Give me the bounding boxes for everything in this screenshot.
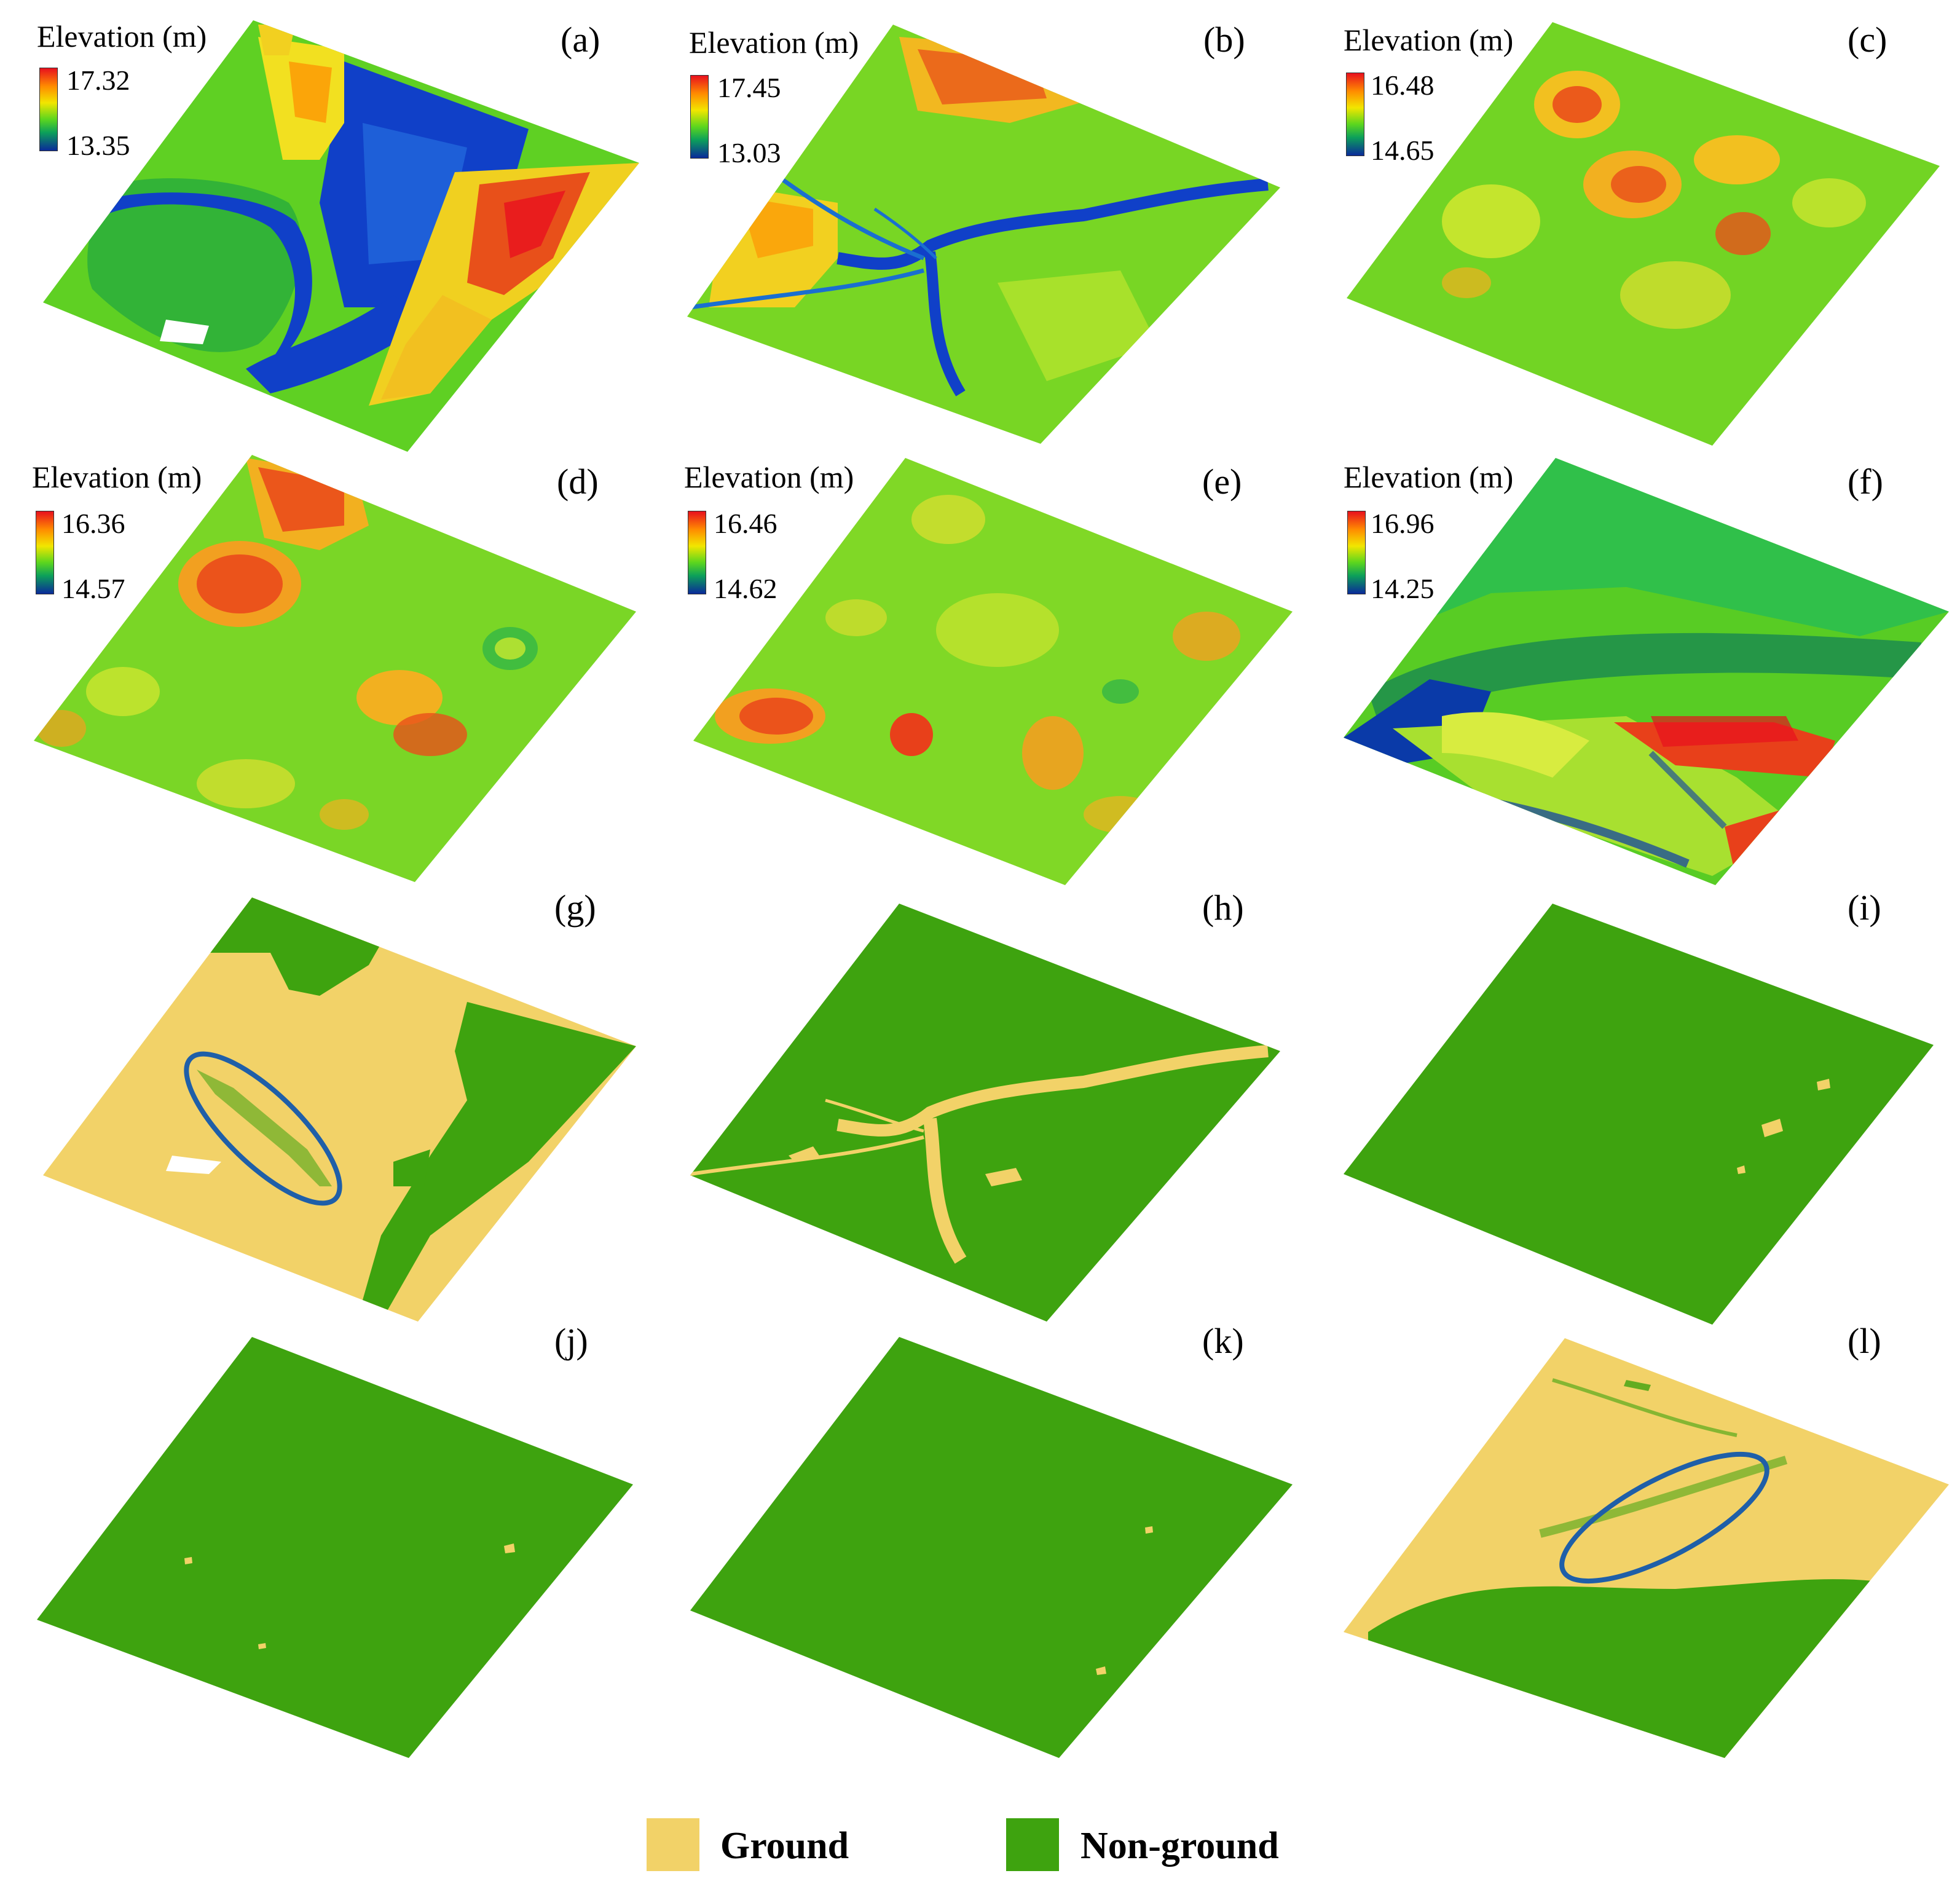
elevation-title: Elevation (m): [32, 460, 202, 494]
elevation-min-label: 14.62: [714, 573, 777, 604]
classification-map-l: [1344, 1338, 1949, 1758]
panel-label: (d): [557, 462, 599, 502]
elevation-colorbar: [688, 511, 706, 594]
panel-l: (l): [1307, 1300, 1960, 1758]
panel-f: Elevation (m) 16.96 14.25 (f): [1307, 433, 1960, 885]
panel-a: Elevation (m) 17.32 13.35 (a): [0, 0, 653, 452]
panel-label: (h): [1202, 888, 1244, 928]
elevation-min-label: 14.65: [1371, 135, 1435, 166]
elevation-colorbar: [36, 511, 54, 594]
elevation-min-label: 13.03: [717, 137, 781, 168]
elevation-max-label: 17.45: [717, 72, 781, 103]
elevation-title: Elevation (m): [684, 460, 854, 494]
elevation-map-b: [687, 25, 1280, 444]
panel-h: (h): [653, 867, 1307, 1322]
classification-map-h: [690, 904, 1280, 1322]
elevation-title: Elevation (m): [37, 19, 207, 53]
ground-label: Ground: [720, 1825, 849, 1867]
ground-swatch: [647, 1818, 699, 1871]
classification-map-g: [43, 897, 636, 1322]
panel-label: (b): [1203, 20, 1245, 60]
elevation-max-label: 16.36: [61, 508, 125, 539]
elevation-min-label: 13.35: [66, 130, 130, 161]
elevation-colorbar: [690, 75, 709, 159]
non-ground-swatch: [1006, 1818, 1059, 1871]
elevation-map-f: [1344, 458, 1949, 885]
classification-map-k: [690, 1337, 1293, 1758]
classification-map-j: [37, 1337, 633, 1758]
elevation-title: Elevation (m): [689, 25, 859, 60]
elevation-title: Elevation (m): [1344, 460, 1514, 494]
panel-label: (j): [554, 1321, 588, 1361]
panel-b: Elevation (m) 17.45 13.03 (b): [653, 0, 1307, 444]
panel-label: (l): [1848, 1321, 1881, 1361]
classification-map-i: [1344, 904, 1934, 1325]
panel-label: (f): [1848, 462, 1883, 502]
elevation-max-label: 16.48: [1371, 69, 1435, 101]
panel-k: (k): [653, 1300, 1307, 1758]
non-ground-label: Non-ground: [1080, 1825, 1279, 1867]
panel-c: Elevation (m) 16.48 14.65 (c): [1307, 0, 1960, 446]
panel-label: (a): [561, 20, 600, 60]
panel-label: (k): [1202, 1321, 1244, 1361]
elevation-map-d: [34, 455, 636, 882]
elevation-map-c: [1347, 22, 1940, 446]
panel-label: (g): [554, 888, 596, 928]
elevation-max-label: 16.96: [1371, 508, 1435, 539]
panel-label: (c): [1848, 20, 1887, 60]
panel-e: Elevation (m) 16.46 14.62 (e): [653, 433, 1307, 885]
elevation-colorbar: [39, 68, 58, 151]
elevation-min-label: 14.57: [61, 573, 125, 604]
elevation-min-label: 14.25: [1371, 573, 1435, 604]
panel-d: Elevation (m) 16.36 14.57 (d): [0, 433, 653, 882]
elevation-map-e: [693, 458, 1293, 885]
elevation-colorbar: [1347, 511, 1366, 594]
elevation-map-a: [43, 20, 639, 452]
panel-label: (e): [1202, 462, 1242, 502]
panel-label: (i): [1848, 888, 1881, 928]
panel-i: (i): [1307, 867, 1960, 1325]
elevation-max-label: 16.46: [714, 508, 777, 539]
elevation-colorbar: [1346, 73, 1364, 156]
panel-g: (g): [0, 867, 653, 1322]
elevation-title: Elevation (m): [1344, 23, 1514, 57]
elevation-max-label: 17.32: [66, 65, 130, 96]
panel-j: (j): [0, 1300, 653, 1758]
